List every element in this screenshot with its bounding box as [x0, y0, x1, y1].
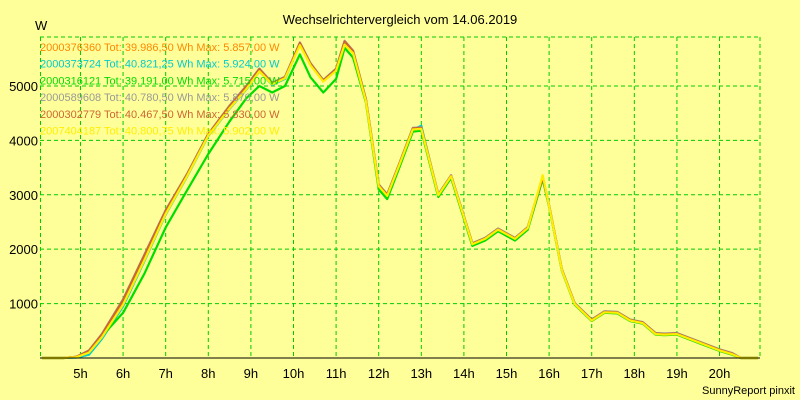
y-tick-label: 4000: [9, 133, 38, 148]
x-tick-label: 19h: [666, 366, 688, 381]
x-tick-label: 16h: [538, 366, 560, 381]
legend: 2000376360 Tot: 39.986,50 Wh Max: 5.857,…: [40, 42, 280, 138]
y-tick-label: 3000: [9, 188, 38, 203]
legend-entry-2: 2000373724 Tot: 40.821,25 Wh Max: 5.924,…: [40, 59, 280, 71]
legend-entry-4: 2000589608 Tot: 40.780,50 Wh Max: 5.870,…: [40, 92, 280, 104]
chart-title: Wechselrichtervergleich vom 14.06.2019: [283, 12, 518, 27]
y-axis-label: W: [35, 18, 48, 33]
x-tick-label: 8h: [201, 366, 215, 381]
x-tick-labels: 5h 6h 7h 8h 9h 10h 11h 12h 13h 14h 15h 16h 17h 18h 19h…: [73, 366, 730, 381]
y-tick-labels: 1000 2000 3000 4000 5000: [9, 79, 38, 312]
x-tick-label: 17h: [581, 366, 603, 381]
x-tick-label: 10h: [283, 366, 305, 381]
series-line-6: [42, 43, 758, 360]
x-tick-label: 15h: [496, 366, 518, 381]
grid-lines: [40, 36, 761, 358]
legend-entry-5: 2000302779 Tot: 40.467,50 Wh Max: 5.830,…: [40, 109, 280, 121]
x-tick-label: 11h: [326, 366, 347, 381]
x-tick-label: 6h: [116, 366, 130, 381]
y-tick-label: 1000: [9, 297, 38, 312]
series-lines: [42, 39, 758, 360]
x-tick-label: 9h: [244, 366, 258, 381]
x-tick-label: 12h: [368, 366, 390, 381]
legend-entry-3: 2000316121 Tot: 39.191,00 Wh Max: 5.715,…: [40, 75, 280, 87]
legend-entry-1: 2000376360 Tot: 39.986,50 Wh Max: 5.857,…: [40, 42, 280, 54]
legend-entry-6: 2007404187 Tot: 40.800,75 Wh Max: 5.902,…: [40, 126, 280, 138]
report-credit: SunnyReport pinxit: [702, 385, 795, 397]
x-tick-label: 14h: [453, 366, 475, 381]
x-tick-label: 13h: [410, 366, 432, 381]
x-tick-label: 7h: [158, 366, 172, 381]
y-tick-label: 2000: [9, 242, 38, 257]
x-tick-label: 20h: [709, 366, 731, 381]
y-tick-label: 5000: [9, 79, 38, 94]
x-tick-label: 18h: [623, 366, 645, 381]
x-tick-label: 5h: [73, 366, 87, 381]
